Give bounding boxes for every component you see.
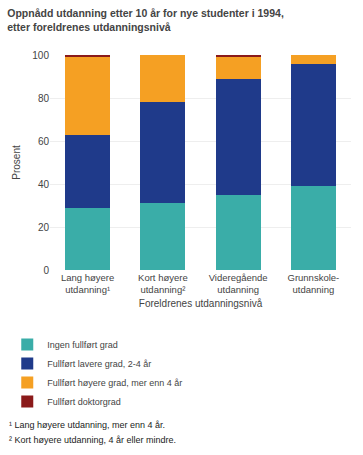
svg-text:Fullført høyere grad, mer enn: Fullført høyere grad, mer enn 4 år xyxy=(47,378,182,388)
svg-text:Oppnådd utdanning etter 10 år: Oppnådd utdanning etter 10 år for nye st… xyxy=(7,7,284,33)
svg-text:Ingen fullført grad: Ingen fullført grad xyxy=(47,340,118,350)
svg-text:20: 20 xyxy=(38,222,50,233)
svg-text:Kort høyereutdanning²: Kort høyereutdanning² xyxy=(138,272,188,295)
svg-text:0: 0 xyxy=(43,265,49,276)
svg-text:¹ Lang høyere utdanning, mer e: ¹ Lang høyere utdanning, mer enn 4 år. xyxy=(9,420,165,430)
svg-text:Foreldrenes utdanningsnivå: Foreldrenes utdanningsnivå xyxy=(139,298,263,309)
svg-text:80: 80 xyxy=(38,93,50,104)
svg-text:Grunnskole-utdanning: Grunnskole-utdanning xyxy=(288,272,340,295)
svg-text:Prosent: Prosent xyxy=(11,145,22,180)
svg-text:² Kort høyere utdanning, 4 år: ² Kort høyere utdanning, 4 år eller mind… xyxy=(9,435,176,445)
svg-text:60: 60 xyxy=(38,136,50,147)
svg-text:Lang høyereutdanning¹: Lang høyereutdanning¹ xyxy=(61,272,114,295)
svg-text:Fullført lavere grad, 2-4 år: Fullført lavere grad, 2-4 år xyxy=(47,359,151,369)
svg-text:Videregåendeutdanning: Videregåendeutdanning xyxy=(209,272,268,295)
svg-text:Fullført doktorgrad: Fullført doktorgrad xyxy=(47,397,121,407)
svg-text:100: 100 xyxy=(32,50,49,61)
svg-text:40: 40 xyxy=(38,179,50,190)
